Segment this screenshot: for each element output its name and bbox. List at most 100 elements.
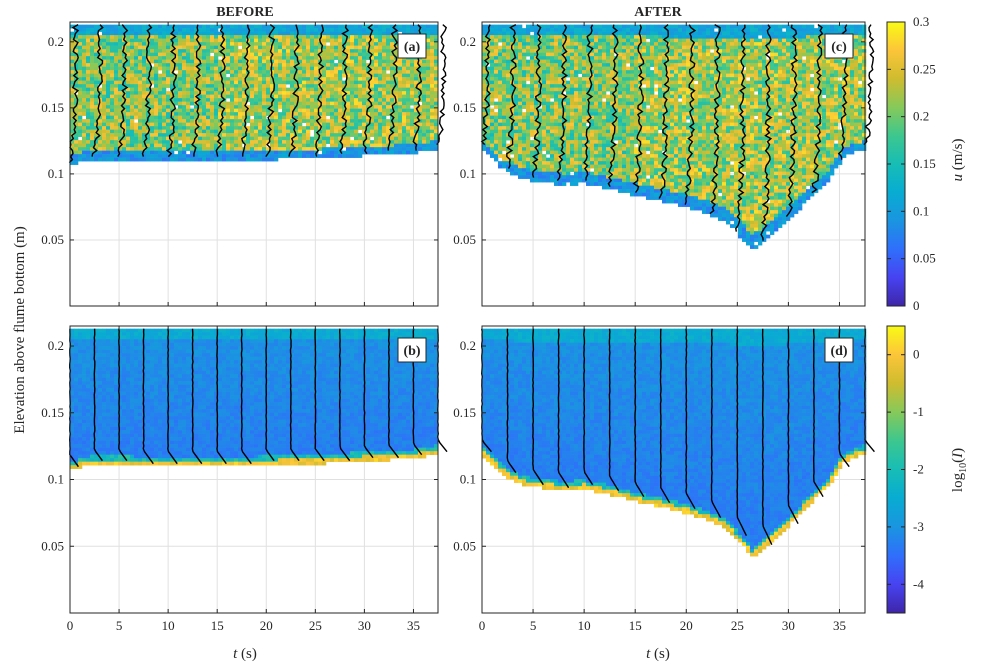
heatmap-cell	[162, 381, 167, 385]
heatmap-cell	[162, 356, 167, 361]
heatmap-cell	[238, 84, 243, 88]
heatmap-cell	[106, 35, 111, 39]
heatmap-cell	[70, 328, 75, 333]
heatmap-cell	[402, 112, 407, 116]
heatmap-cell	[138, 335, 143, 340]
heatmap-cell	[90, 49, 95, 53]
heatmap-cell	[154, 66, 159, 71]
heatmap-cell	[142, 391, 147, 396]
heatmap-cell	[162, 24, 167, 29]
heatmap-cell	[350, 154, 355, 158]
heatmap-cell	[326, 122, 331, 127]
heatmap-cell	[186, 70, 191, 74]
heatmap-cell	[414, 98, 419, 102]
heatmap-cell	[250, 108, 255, 113]
heatmap-cell	[154, 437, 159, 441]
heatmap-cell	[402, 133, 407, 137]
heatmap-cell	[114, 388, 119, 392]
heatmap-cell	[238, 70, 243, 74]
heatmap-cell	[262, 126, 267, 130]
heatmap-cell	[94, 56, 99, 60]
heatmap-cell	[214, 398, 219, 403]
heatmap-cell	[98, 402, 103, 406]
heatmap-cell	[242, 77, 247, 81]
heatmap-cell	[78, 126, 83, 130]
heatmap-cell	[94, 360, 99, 364]
heatmap-cell	[426, 28, 431, 32]
heatmap-cell	[70, 416, 75, 420]
heatmap-cell	[202, 73, 207, 78]
heatmap-cell	[198, 77, 203, 81]
heatmap-cell	[338, 28, 343, 32]
heatmap-cell	[174, 38, 179, 43]
heatmap-cell	[82, 77, 87, 81]
heatmap-cell	[194, 150, 199, 155]
heatmap-cell	[410, 70, 415, 74]
heatmap-cell	[206, 87, 211, 92]
heatmap-cell	[78, 154, 83, 158]
x-axis-label-right: t (s)	[646, 646, 670, 662]
heatmap-cell	[154, 98, 159, 102]
heatmap-cell	[114, 119, 119, 123]
heatmap-cell	[158, 346, 163, 350]
heatmap-cell	[194, 388, 199, 392]
heatmap-cell	[210, 437, 215, 441]
heatmap-cell	[358, 143, 363, 148]
heatmap-cell	[106, 154, 111, 158]
heatmap-cell	[146, 374, 151, 378]
heatmap-cell	[310, 87, 315, 92]
heatmap-cell	[406, 63, 411, 67]
heatmap-cell	[78, 38, 83, 43]
heatmap-cell	[78, 391, 83, 396]
heatmap-cell	[274, 49, 279, 53]
heatmap-cell	[162, 430, 167, 434]
heatmap-cell	[230, 28, 235, 32]
heatmap-cell	[110, 370, 115, 375]
heatmap-cell	[78, 374, 83, 378]
heatmap-cell	[362, 66, 367, 71]
heatmap-cell	[150, 112, 155, 116]
heatmap-cell	[334, 150, 339, 155]
heatmap-cell	[402, 91, 407, 95]
heatmap-cell	[346, 70, 351, 74]
heatmap-cell	[194, 426, 199, 431]
heatmap-cell	[122, 28, 127, 32]
heatmap-cell	[102, 377, 107, 382]
heatmap-cell	[350, 126, 355, 130]
heatmap-cell	[98, 461, 103, 466]
heatmap-cell	[146, 136, 151, 141]
heatmap-cell	[202, 444, 207, 448]
heatmap-cell	[286, 91, 291, 95]
heatmap-cell	[102, 28, 107, 32]
heatmap-cell	[426, 129, 431, 134]
heatmap-cell	[78, 129, 83, 134]
heatmap-cell	[302, 140, 307, 144]
heatmap-cell	[286, 28, 291, 32]
heatmap-cell	[126, 133, 131, 137]
heatmap-cell	[130, 377, 135, 382]
heatmap-cell	[234, 94, 239, 99]
heatmap-cell	[322, 35, 327, 39]
heatmap-cell	[338, 80, 343, 85]
heatmap-cell	[118, 353, 123, 357]
heatmap-cell	[334, 129, 339, 134]
heatmap-cell	[94, 405, 99, 410]
heatmap-cell	[242, 98, 247, 102]
heatmap-cell	[130, 42, 135, 46]
heatmap-cell	[430, 66, 435, 71]
heatmap-cell	[110, 384, 115, 389]
y-tick-label: 0.2	[48, 34, 64, 49]
heatmap-cell	[214, 108, 219, 113]
heatmap-cell	[430, 129, 435, 134]
heatmap-cell	[322, 140, 327, 144]
heatmap-cell	[254, 98, 259, 102]
heatmap-cell	[226, 140, 231, 144]
heatmap-cell	[70, 161, 75, 165]
heatmap-cell	[134, 374, 139, 378]
heatmap-cell	[102, 105, 107, 109]
heatmap-cell	[266, 126, 271, 130]
heatmap-cell	[186, 105, 191, 109]
heatmap-cell	[178, 31, 183, 36]
heatmap-cell	[74, 458, 79, 462]
heatmap-cell	[326, 136, 331, 141]
